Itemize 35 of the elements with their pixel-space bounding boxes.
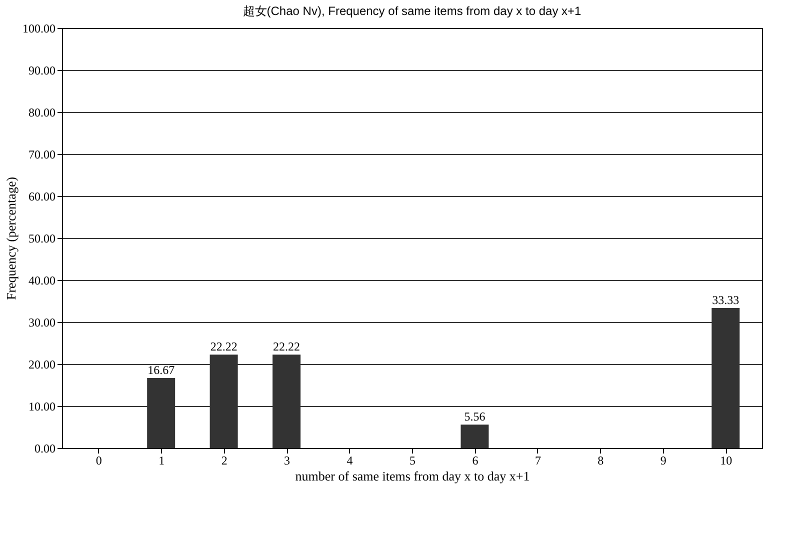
y-tick-label: 40.00 bbox=[28, 274, 56, 288]
x-tick-label: 2 bbox=[221, 454, 228, 468]
data-label: 5.56 bbox=[464, 410, 486, 424]
x-tick-label: 10 bbox=[720, 454, 732, 468]
x-tick-label: 7 bbox=[534, 454, 541, 468]
data-label: 22.22 bbox=[273, 340, 300, 354]
y-tick-label: 70.00 bbox=[28, 148, 56, 162]
y-tick-label: 50.00 bbox=[28, 232, 56, 246]
y-tick-label: 90.00 bbox=[28, 64, 56, 78]
x-tick-label: 4 bbox=[346, 454, 353, 468]
y-tick-label: 30.00 bbox=[28, 316, 56, 330]
y-tick-label: 0.00 bbox=[34, 442, 56, 456]
data-label: 16.67 bbox=[148, 362, 175, 377]
bar bbox=[712, 308, 740, 448]
x-tick-label: 8 bbox=[598, 454, 604, 468]
x-tick-label: 3 bbox=[284, 454, 290, 468]
y-axis-title: Frequency (percentage) bbox=[4, 176, 18, 300]
x-tick-label: 0 bbox=[96, 454, 102, 468]
chart-title: 超女(Chao Nv), Frequency of same items from day x to day x+1 bbox=[242, 4, 582, 18]
bar bbox=[460, 424, 489, 448]
data-label: 22.22 bbox=[210, 340, 238, 354]
x-tick-label: 6 bbox=[472, 454, 478, 468]
y-tick-label: 10.00 bbox=[28, 400, 56, 414]
x-tick-label: 9 bbox=[660, 454, 666, 468]
x-axis-title: number of same items from day x to day x+1 bbox=[295, 468, 530, 484]
data-label: 33.33 bbox=[712, 293, 740, 308]
bar bbox=[147, 378, 176, 448]
bar bbox=[272, 354, 301, 448]
y-tick-label: 20.00 bbox=[28, 358, 56, 372]
x-tick-label: 1 bbox=[158, 454, 165, 468]
bar bbox=[210, 354, 238, 448]
y-tick-label: 80.00 bbox=[28, 106, 56, 120]
y-tick-label: 100.00 bbox=[22, 22, 56, 36]
y-tick-label: 60.00 bbox=[28, 190, 56, 204]
x-tick-label: 5 bbox=[410, 454, 416, 468]
